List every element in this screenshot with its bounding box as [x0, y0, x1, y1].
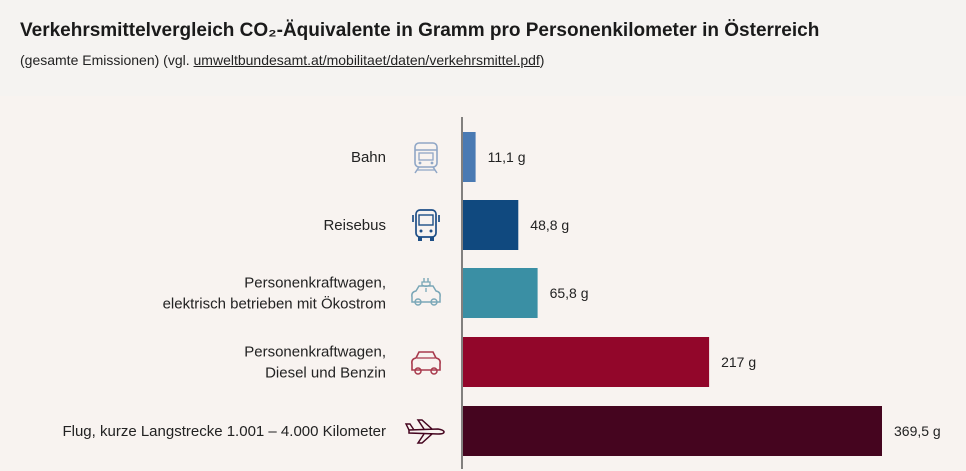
- value-label: 11,1 g: [488, 149, 526, 165]
- bar: [463, 200, 519, 250]
- category-label: Diesel und Benzin: [265, 365, 386, 382]
- car-icon: [411, 351, 441, 375]
- value-label: 369,5 g: [894, 423, 941, 439]
- bus-icon: [412, 209, 440, 241]
- subtitle-suffix: ): [539, 52, 545, 68]
- train-icon: [414, 142, 438, 174]
- category-label: Bahn: [351, 149, 386, 166]
- value-label: 217 g: [721, 354, 756, 370]
- category-label: elektrisch betrieben mit Ökostrom: [163, 295, 386, 313]
- bar: [463, 132, 476, 182]
- chart-title: Verkehrsmittelvergleich CO₂-Äquivalente …: [20, 20, 820, 41]
- chart-subtitle: (gesamte Emissionen) (vgl. umweltbundesa…: [20, 52, 544, 68]
- bar: [463, 337, 710, 387]
- bar: [463, 406, 882, 456]
- category-label: Reisebus: [323, 217, 386, 234]
- chart-header: Verkehrsmittelvergleich CO₂-Äquivalente …: [0, 0, 966, 96]
- bar: [463, 268, 538, 318]
- category-label: Personenkraftwagen,: [244, 275, 386, 292]
- electric-car-icon: [411, 278, 441, 306]
- source-link[interactable]: umweltbundesamt.at/mobilitaet/daten/verk…: [193, 52, 540, 68]
- airplane-icon: [404, 419, 445, 444]
- value-label: 48,8 g: [530, 217, 569, 233]
- bar-rows: 11,1 g Bahn 48,8 g Reisebus 65,8 g Personen…: [62, 132, 941, 456]
- subtitle-prefix: (gesamte Emissionen) (vgl.: [20, 52, 194, 68]
- value-label: 65,8 g: [550, 285, 589, 301]
- category-label: Flug, kurze Langstrecke 1.001 – 4.000 Ki…: [62, 423, 386, 440]
- category-label: Personenkraftwagen,: [244, 344, 386, 361]
